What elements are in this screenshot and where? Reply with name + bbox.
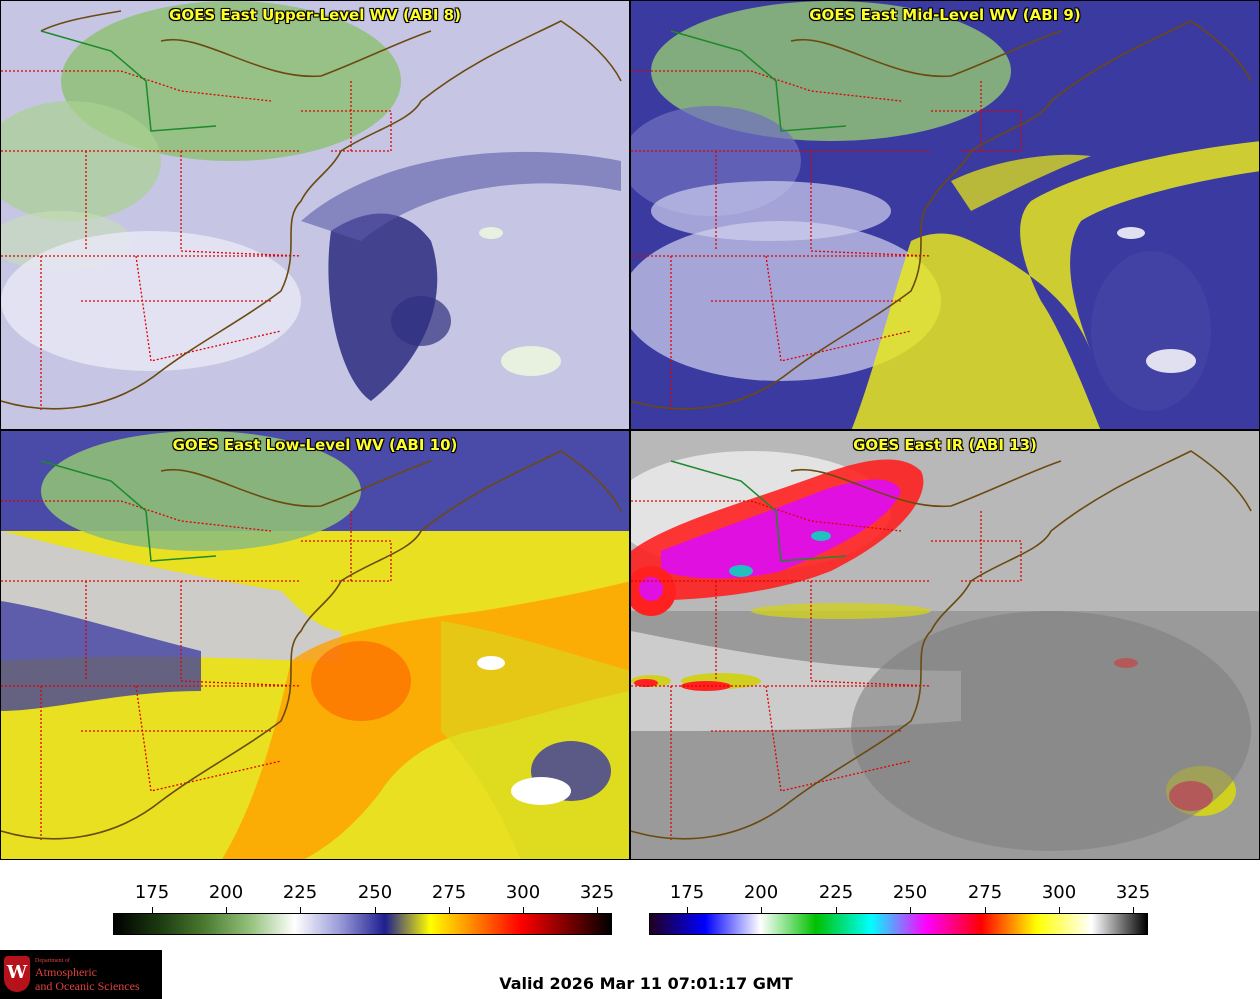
panel-title: GOES East Mid-Level WV (ABI 9) [809,6,1081,24]
logo-dept: Department of [35,958,70,964]
colorbar-tick [375,907,376,913]
ir-colorbar-bar [649,913,1148,935]
colorbar-tick [1133,907,1134,913]
colorbar-tick-label: 250 [892,882,928,903]
colorbar-tick [687,907,688,913]
colorbar-tick-label: 325 [1115,882,1151,903]
colorbar-tick [985,907,986,913]
ir-image [631,431,1259,859]
panel-mid-level-wv: GOES East Mid-Level WV (ABI 9) [630,0,1260,430]
colorbar-tick [449,907,450,913]
mid-level-wv-image [631,1,1259,429]
upper-level-wv-image [1,1,629,429]
panel-title: GOES East Upper-Level WV (ABI 8) [169,6,461,24]
uw-crest-icon: W [4,956,30,992]
water-vapor-colorbar-bar [113,913,612,935]
colorbar-tick [597,907,598,913]
colorbar-tick-label: 300 [505,882,541,903]
low-level-wv-image [1,431,629,859]
logo-name-line1: Atmospheric [35,965,97,979]
colorbar-tick [523,907,524,913]
colorbar-tick [152,907,153,913]
colorbar-tick [226,907,227,913]
colorbar-tick-label: 250 [357,882,393,903]
panel-title: GOES East IR (ABI 13) [853,436,1037,454]
colorbar-tick [910,907,911,913]
colorbar-tick-label: 300 [1041,882,1077,903]
colorbar-tick-label: 175 [669,882,705,903]
colorbar-tick [300,907,301,913]
colorbar-tick [836,907,837,913]
valid-time: Valid 2026 Mar 11 07:01:17 GMT [499,974,793,993]
panel-ir: GOES East IR (ABI 13) [630,430,1260,860]
colorbar-tick-label: 275 [967,882,1003,903]
colorbar-tick-label: 175 [134,882,170,903]
colorbar-tick [1059,907,1060,913]
panel-low-level-wv: GOES East Low-Level WV (ABI 10) [0,430,630,860]
aos-logo: W Department of Atmospheric and Oceanic … [0,950,162,999]
colorbar-tick-label: 200 [743,882,779,903]
colorbar-tick-label: 200 [208,882,244,903]
panel-title: GOES East Low-Level WV (ABI 10) [172,436,458,454]
colorbar-tick-label: 325 [579,882,615,903]
colorbar-tick-label: 225 [818,882,854,903]
panel-upper-level-wv: GOES East Upper-Level WV (ABI 8) [0,0,630,430]
colorbar-tick [761,907,762,913]
colorbar-tick-label: 275 [431,882,467,903]
colorbar-tick-label: 225 [282,882,318,903]
logo-name-line2: and Oceanic Sciences [35,979,140,993]
